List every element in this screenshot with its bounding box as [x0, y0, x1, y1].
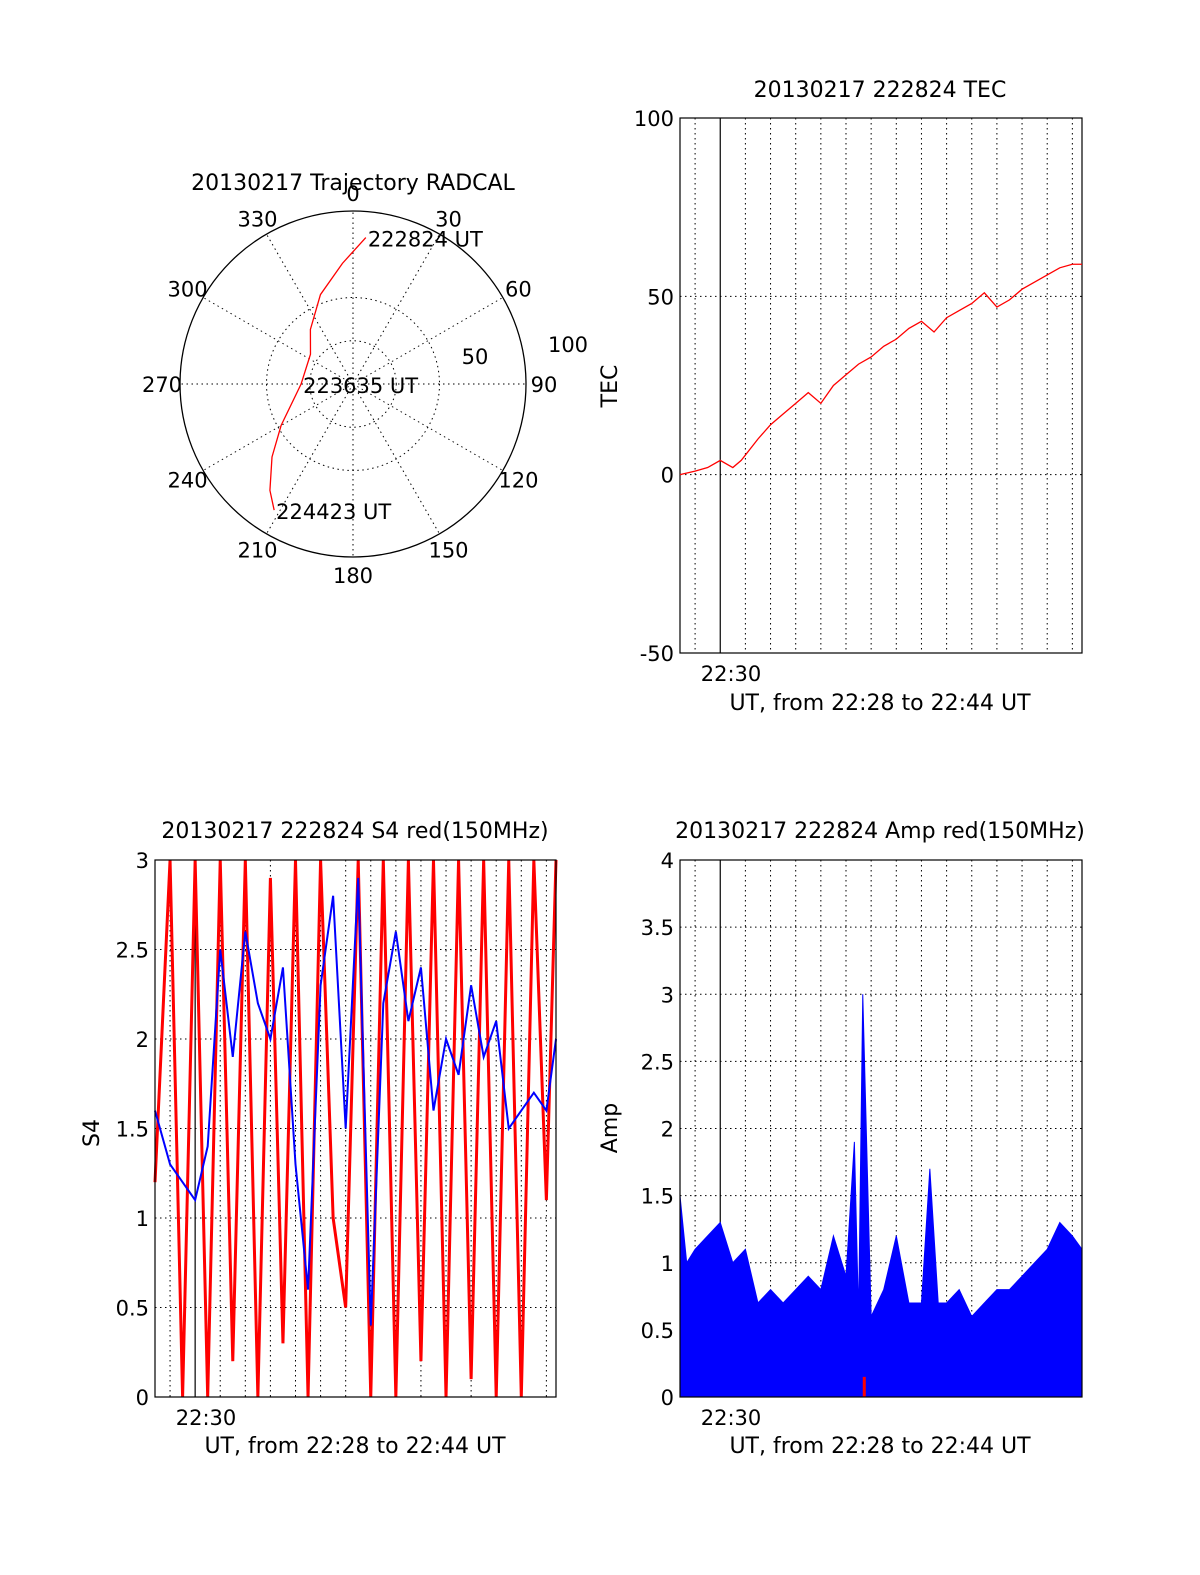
y-tick-label: 0.5	[641, 1319, 674, 1343]
polar-spoke	[352, 297, 504, 385]
polar-angle-label: 210	[237, 538, 277, 562]
amp-title: 20130217 222824 Amp red(150MHz)	[675, 819, 1085, 844]
y-tick-label: 3	[661, 983, 674, 1007]
amp-blue-series-area	[679, 994, 1083, 1398]
polar-angle-label: 300	[168, 278, 208, 302]
tec-ylabel: TEC	[598, 365, 623, 409]
amp-ylabel: Amp	[598, 1103, 623, 1153]
s4-xlabel: UT, from 22:28 to 22:44 UT	[204, 1434, 506, 1459]
trajectory-time-label: 224423 UT	[276, 500, 391, 524]
polar-angle-label: 30	[435, 208, 462, 232]
y-tick-label: 0	[661, 1386, 674, 1410]
y-tick-label: 2.5	[116, 939, 149, 963]
tec-plot: 20130217 222824 TEC -50 0 50 100 22:30 UT, …	[598, 78, 1083, 716]
polar-angle-label: 330	[237, 208, 277, 232]
y-tick-label: 100	[634, 107, 674, 131]
y-tick-label: 1.5	[116, 1118, 149, 1142]
polar-spoke	[352, 383, 440, 535]
polar-angle-label: 180	[333, 564, 373, 588]
polar-spoke	[266, 383, 354, 535]
polar-angle-label: 90	[531, 373, 558, 397]
polar-spoke	[352, 383, 504, 471]
tec-y-tick-labels: -50 0 50 100	[634, 107, 674, 666]
y-tick-label: 0	[661, 464, 674, 488]
polar-angle-label: 150	[428, 538, 468, 562]
polar-ring-label: 100	[548, 333, 588, 357]
y-tick-label: -50	[640, 642, 674, 666]
s4-ylabel: S4	[80, 1119, 105, 1147]
y-tick-label: 2.5	[641, 1050, 674, 1074]
tec-frame	[679, 117, 1083, 654]
s4-frame	[154, 859, 557, 1398]
tec-x-tick-label: 22:30	[701, 662, 762, 686]
tec-grid	[680, 117, 1082, 654]
y-tick-label: 50	[647, 285, 674, 309]
y-tick-label: 1	[661, 1252, 674, 1276]
tec-title: 20130217 222824 TEC	[754, 78, 1007, 103]
amp-y-tick-labels: 0 0.5 1 1.5 2 2.5 3 3.5 4	[641, 849, 674, 1410]
y-tick-label: 0	[136, 1386, 149, 1410]
trajectory-line	[269, 237, 367, 511]
polar-ring-label: 50	[462, 345, 489, 369]
y-tick-label: 0.5	[116, 1297, 149, 1321]
amp-series	[679, 994, 1083, 1398]
amp-xlabel: UT, from 22:28 to 22:44 UT	[729, 1434, 1031, 1459]
polar-grid	[179, 210, 527, 558]
polar-ring-25	[309, 340, 397, 428]
s4-y-tick-labels: 0 0.5 1 1.5 2 2.5 3	[116, 849, 149, 1410]
s4-blue-series-line	[154, 877, 557, 1326]
s4-title: 20130217 222824 S4 red(150MHz)	[161, 819, 548, 844]
polar-angle-label: 240	[168, 469, 208, 493]
amp-plot: 20130217 222824 Amp red(150MHz) 0 0.5 1 1.5…	[598, 819, 1085, 1459]
polar-angle-label: 270	[142, 373, 182, 397]
y-tick-label: 3	[136, 849, 149, 873]
trajectory-time-label: 223635 UT	[303, 374, 418, 398]
trajectory-plot: 20130217 Trajectory RADCAL 0 30 60 90 120 150…	[142, 171, 588, 588]
polar-outer-circle	[179, 210, 527, 558]
trajectory-title: 20130217 Trajectory RADCAL	[191, 171, 515, 196]
y-tick-label: 3.5	[641, 916, 674, 940]
trajectory-annotations: 222824 UT 223635 UT 224423 UT	[276, 228, 483, 525]
s4-x-tick-label: 22:30	[176, 1406, 237, 1430]
y-tick-label: 2	[136, 1028, 149, 1052]
polar-angle-label: 60	[505, 278, 532, 302]
polar-angle-label: 120	[498, 469, 538, 493]
polar-labels: 0 30 60 90 120 150 180 210 240 270 300 330 50 100	[142, 182, 588, 588]
polar-spoke	[202, 297, 354, 385]
tec-xlabel: UT, from 22:28 to 22:44 UT	[729, 691, 1031, 716]
y-tick-label: 1.5	[641, 1185, 674, 1209]
amp-red-series-bar	[862, 1376, 866, 1397]
polar-angle-label: 0	[346, 182, 359, 206]
polar-spoke	[202, 383, 354, 471]
y-tick-label: 2	[661, 1118, 674, 1142]
trajectory-time-label: 222824 UT	[368, 228, 483, 252]
amp-x-tick-label: 22:30	[701, 1406, 762, 1430]
polar-spoke	[266, 233, 354, 385]
tec-series-line	[679, 263, 1082, 476]
polar-spoke	[352, 233, 440, 385]
amp-frame	[679, 859, 1083, 1398]
y-tick-label: 4	[661, 849, 674, 873]
y-tick-label: 1	[136, 1207, 149, 1231]
s4-plot: 20130217 222824 S4 red(150MHz) 0 0.5 1 1.5 2…	[80, 819, 558, 1459]
